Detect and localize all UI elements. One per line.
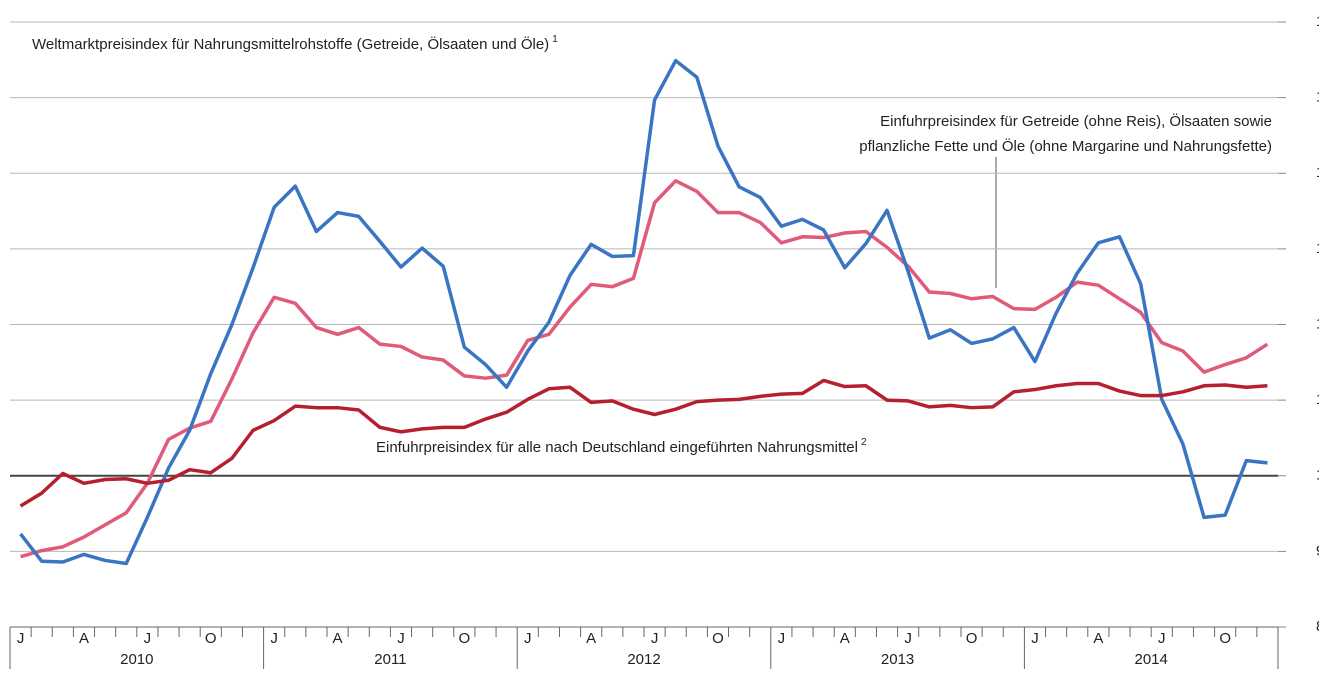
x-tick-label: A (1093, 630, 1103, 647)
y-tick-label: 110 (1316, 391, 1319, 408)
year-label: 2013 (881, 651, 914, 668)
year-label: 2010 (120, 651, 153, 668)
series-label-line: pflanzliche Fette und Öle (ohne Margarin… (859, 137, 1272, 155)
x-tick-label: J (651, 630, 659, 647)
x-tick-label: J (397, 630, 405, 647)
x-tick-label: O (205, 630, 217, 647)
year-label: 2011 (374, 651, 406, 668)
x-tick-label: J (778, 630, 786, 647)
x-tick-label: O (1219, 630, 1231, 647)
series-label: Weltmarktpreisindex für Nahrungsmittelro… (32, 34, 558, 53)
x-tick-label: O (712, 630, 724, 647)
series-label: Einfuhrpreisindex für Getreide (ohne Rei… (859, 112, 1272, 155)
series-line (19, 58, 1268, 566)
footnote-marker: 2 (861, 437, 867, 448)
series-label: Einfuhrpreisindex für alle nach Deutschl… (376, 437, 867, 456)
y-tick-label: 140 (1316, 164, 1319, 181)
footnote-marker: 1 (552, 34, 558, 45)
x-tick-label: A (586, 630, 596, 647)
x-tick-label: J (904, 630, 912, 647)
series-line (20, 179, 1269, 559)
series-line (19, 378, 1268, 508)
x-tick-label: J (524, 630, 532, 647)
y-tick-label: 120 (1316, 315, 1319, 332)
y-tick-label: 130 (1316, 240, 1319, 257)
x-tick-label: O (459, 630, 471, 647)
year-label: 2014 (1135, 651, 1168, 668)
x-tick-label: J (17, 630, 25, 647)
y-tick-label: 100 (1316, 467, 1319, 484)
series-label-line: Einfuhrpreisindex für alle nach Deutschl… (376, 439, 858, 456)
series-label-line: Einfuhrpreisindex für Getreide (ohne Rei… (880, 112, 1272, 130)
x-tick-label: J (1031, 630, 1039, 647)
x-tick-label: J (270, 630, 278, 647)
series-label-line: Weltmarktpreisindex für Nahrungsmittelro… (32, 35, 549, 53)
x-tick-label: J (144, 630, 152, 647)
y-tick-label: 150 (1316, 89, 1319, 106)
y-tick-label: 160 (1316, 13, 1319, 30)
x-tick-label: J (1158, 630, 1166, 647)
year-label: 2012 (627, 651, 660, 668)
x-tick-label: A (333, 630, 343, 647)
x-tick-label: O (966, 630, 978, 647)
x-tick-label: A (79, 630, 89, 647)
x-tick-label: A (840, 630, 850, 647)
y-tick-label: 90 (1316, 542, 1319, 559)
y-tick-label: 80 (1316, 618, 1319, 635)
